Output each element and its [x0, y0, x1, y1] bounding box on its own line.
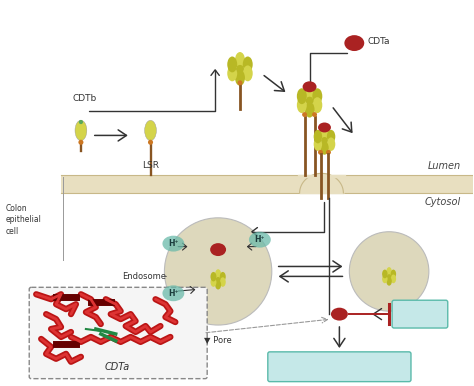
FancyBboxPatch shape	[268, 352, 411, 382]
Ellipse shape	[243, 65, 253, 81]
Ellipse shape	[164, 218, 272, 325]
Ellipse shape	[75, 120, 87, 141]
Ellipse shape	[387, 274, 392, 279]
Ellipse shape	[382, 269, 388, 278]
Text: CDTa: CDTa	[367, 37, 390, 46]
Ellipse shape	[345, 35, 364, 51]
Ellipse shape	[386, 277, 392, 286]
Ellipse shape	[382, 274, 388, 283]
Ellipse shape	[78, 140, 83, 145]
Ellipse shape	[210, 272, 217, 281]
Ellipse shape	[236, 65, 244, 73]
Ellipse shape	[237, 80, 243, 85]
Ellipse shape	[79, 120, 83, 124]
Ellipse shape	[163, 236, 184, 252]
Ellipse shape	[314, 137, 322, 151]
Ellipse shape	[297, 88, 307, 104]
Ellipse shape	[302, 112, 307, 117]
Ellipse shape	[320, 141, 328, 155]
Text: Disruption of
the cytoskeleton: Disruption of the cytoskeleton	[301, 357, 377, 377]
Ellipse shape	[318, 122, 331, 132]
Ellipse shape	[318, 150, 323, 155]
Ellipse shape	[297, 97, 307, 113]
Ellipse shape	[320, 126, 328, 139]
Bar	[61, 175, 473, 193]
Text: Colon
epithelial
cell: Colon epithelial cell	[5, 203, 41, 236]
Ellipse shape	[243, 56, 253, 72]
Ellipse shape	[386, 267, 392, 276]
Ellipse shape	[210, 243, 226, 256]
Ellipse shape	[327, 137, 335, 151]
Ellipse shape	[312, 112, 317, 117]
Ellipse shape	[220, 277, 226, 287]
Ellipse shape	[249, 232, 271, 247]
Ellipse shape	[216, 277, 220, 282]
Text: H⁺: H⁺	[255, 235, 265, 244]
Ellipse shape	[321, 137, 328, 144]
Ellipse shape	[302, 81, 317, 92]
Ellipse shape	[326, 150, 331, 155]
Ellipse shape	[215, 269, 221, 279]
Ellipse shape	[163, 285, 184, 301]
FancyBboxPatch shape	[29, 287, 207, 379]
Ellipse shape	[305, 102, 315, 118]
Ellipse shape	[235, 70, 245, 86]
Ellipse shape	[331, 308, 348, 321]
Ellipse shape	[148, 140, 153, 145]
Ellipse shape	[227, 65, 237, 81]
Text: H⁺: H⁺	[168, 289, 179, 298]
Text: LSR: LSR	[142, 161, 159, 170]
Ellipse shape	[220, 272, 226, 281]
Ellipse shape	[312, 97, 322, 113]
Ellipse shape	[327, 130, 335, 143]
Ellipse shape	[235, 52, 245, 68]
Ellipse shape	[227, 56, 237, 72]
Ellipse shape	[145, 120, 156, 141]
Ellipse shape	[391, 269, 396, 278]
FancyBboxPatch shape	[392, 300, 448, 328]
Ellipse shape	[215, 280, 221, 290]
Text: Cytosol: Cytosol	[424, 197, 461, 207]
Text: ▼ Pore: ▼ Pore	[204, 335, 232, 344]
Ellipse shape	[312, 88, 322, 104]
Ellipse shape	[314, 130, 322, 143]
Text: Lumen: Lumen	[428, 161, 461, 171]
Ellipse shape	[306, 97, 313, 105]
Text: CDTb: CDTb	[73, 94, 97, 103]
Ellipse shape	[305, 84, 315, 100]
Ellipse shape	[349, 232, 429, 311]
Text: Actin: Actin	[408, 309, 432, 319]
Text: Endosome: Endosome	[122, 272, 166, 281]
Text: CDTa: CDTa	[105, 362, 130, 372]
Ellipse shape	[391, 274, 396, 283]
Ellipse shape	[210, 277, 217, 287]
Text: H⁺: H⁺	[168, 239, 179, 248]
